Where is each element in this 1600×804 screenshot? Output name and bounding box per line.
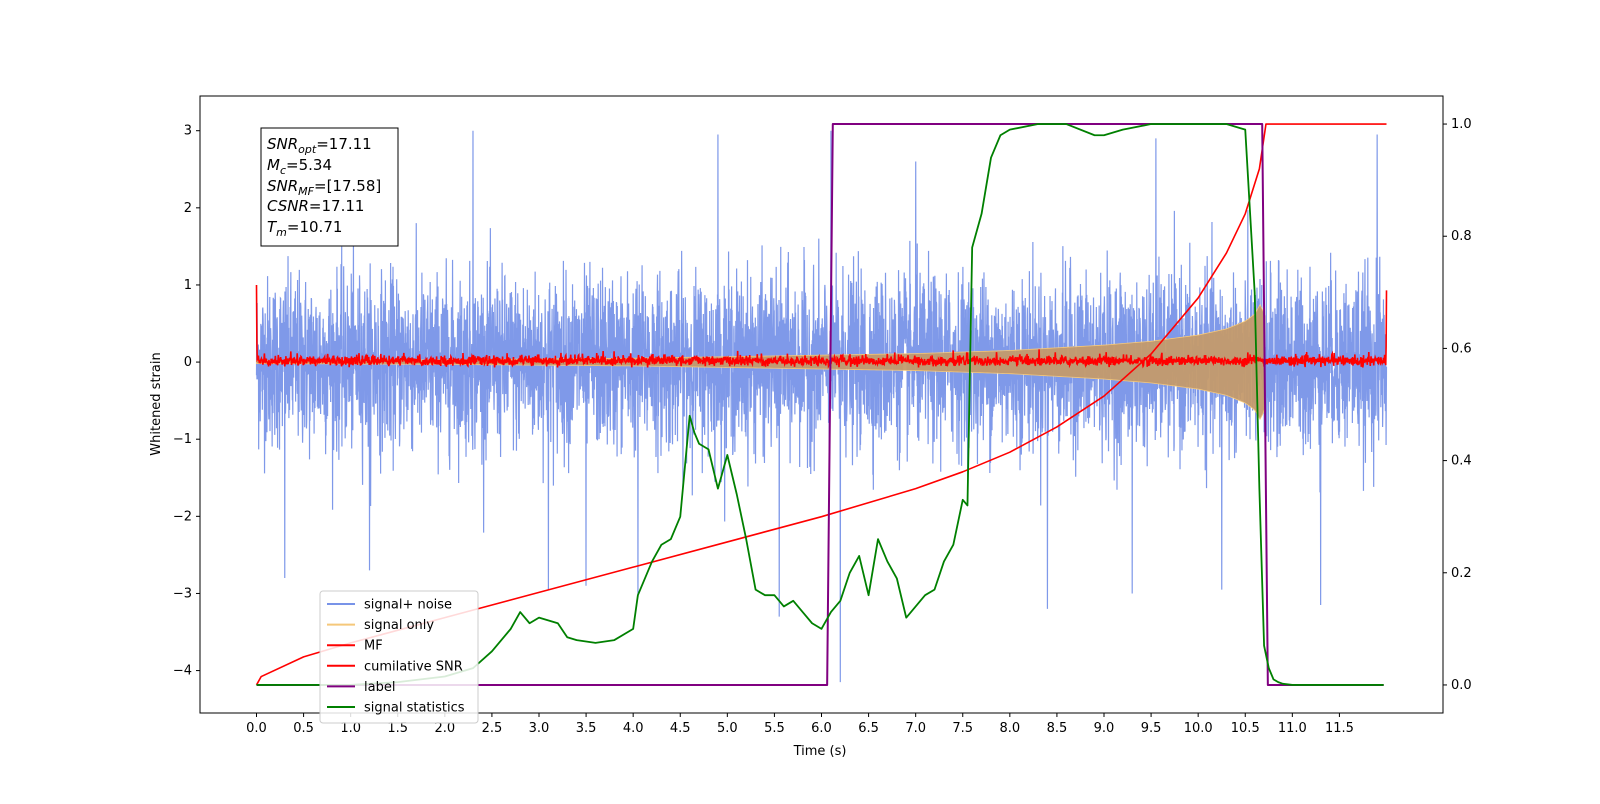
- x-tick-label: 3.0: [529, 721, 550, 736]
- y2-tick-label: 0.2: [1451, 566, 1472, 581]
- x-tick-label: 0.5: [293, 721, 314, 736]
- legend-label: signal+ noise: [364, 598, 452, 613]
- x-axis: 0.0 0.5 1.0 1.5 2.0 2.5 3.0 3.5 4.0 4.5 5.0 5.5 6.0 6…: [246, 713, 1354, 736]
- series-signal-statistics-line: [256, 123, 1384, 686]
- x-tick-label: 4.0: [623, 721, 644, 736]
- stat-snr-opt: SNRopt=17.11: [267, 135, 372, 156]
- x-tick-label: 11.0: [1278, 721, 1307, 736]
- x-tick-label: 5.0: [717, 721, 738, 736]
- stat-snr-mf: SNRMF=[17.58]: [267, 177, 381, 198]
- x-tick-label: 10.5: [1231, 721, 1260, 736]
- y2-tick-label: 0.6: [1451, 341, 1472, 356]
- x-tick-label: 8.5: [1047, 721, 1068, 736]
- legend-label: MF: [364, 639, 383, 654]
- x-tick-label: 11.5: [1325, 721, 1354, 736]
- y2-tick-label: 1.0: [1451, 117, 1472, 132]
- x-tick-label: 1.0: [340, 721, 361, 736]
- y-axis-left: 3 2 1 0 −1 −2 −3 −4: [173, 124, 200, 679]
- legend-label: signal statistics: [364, 701, 465, 716]
- legend-frame: [319, 590, 479, 724]
- y-tick-label: −1: [173, 432, 192, 447]
- stat-tm: Tm=10.71: [267, 218, 342, 239]
- x-tick-label: 0.0: [246, 721, 267, 736]
- x-tick-label: 4.5: [670, 721, 691, 736]
- y-tick-label: −4: [173, 664, 192, 679]
- x-tick-label: 9.5: [1141, 721, 1162, 736]
- legend-label: signal only: [364, 618, 434, 633]
- series-mf-line: [255, 284, 1388, 369]
- y2-tick-label: 0.0: [1451, 678, 1472, 693]
- x-axis-label: Time (s): [793, 744, 847, 759]
- y-tick-label: 2: [184, 201, 192, 216]
- y-tick-label: −2: [173, 509, 192, 524]
- x-tick-label: 2.5: [482, 721, 503, 736]
- y2-tick-label: 0.8: [1451, 229, 1472, 244]
- x-tick-label: 7.5: [952, 721, 973, 736]
- x-tick-label: 6.5: [858, 721, 879, 736]
- y-tick-label: −3: [173, 586, 192, 601]
- x-tick-label: 5.5: [764, 721, 785, 736]
- y-tick-label: 1: [184, 278, 192, 293]
- x-tick-label: 8.0: [999, 721, 1020, 736]
- y-tick-label: 3: [184, 124, 192, 139]
- stat-mc: Mc=5.34: [267, 156, 332, 177]
- x-tick-label: 10.0: [1184, 721, 1213, 736]
- x-tick-label: 7.0: [905, 721, 926, 736]
- x-tick-label: 3.5: [576, 721, 597, 736]
- legend-label: cumilative SNR: [364, 659, 463, 674]
- y-axis-right: 1.0 0.8 0.6 0.4 0.2 0.0: [1443, 117, 1472, 693]
- x-tick-label: 2.0: [434, 721, 455, 736]
- stats-box-frame: [260, 127, 399, 247]
- x-tick-label: 6.0: [811, 721, 832, 736]
- x-tick-label: 1.5: [387, 721, 408, 736]
- stats-box: SNRopt=17.11 Mc=5.34 SNRMF=[17.58] CSNR=…: [260, 127, 399, 247]
- legend-label: label: [364, 680, 395, 695]
- legend: signal+ noise signal only MF cumilative SNR…: [319, 590, 479, 724]
- y-tick-label: 0: [184, 355, 192, 370]
- legend-entries: signal+ noise signal only MF cumilative SNR…: [327, 598, 465, 716]
- y-axis-label: Whitened strain: [149, 352, 164, 455]
- series-layer: [255, 123, 1388, 686]
- y2-tick-label: 0.4: [1451, 454, 1472, 469]
- x-tick-label: 9.0: [1094, 721, 1115, 736]
- stat-csnr: CSNR=17.11: [267, 197, 364, 215]
